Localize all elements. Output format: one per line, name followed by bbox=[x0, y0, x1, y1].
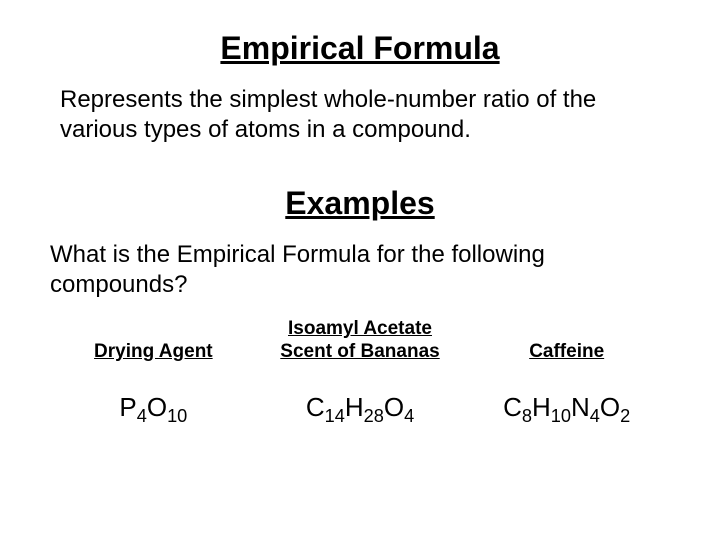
compound-formula: P4O10 bbox=[119, 392, 187, 427]
compound-label: Drying Agent bbox=[50, 318, 257, 364]
compound-formula: C8H10N4O2 bbox=[503, 392, 630, 427]
compound-label: Isoamyl Acetate Scent of Bananas bbox=[257, 318, 464, 364]
compound-col-0: Drying Agent P4O10 bbox=[50, 318, 257, 427]
compound-col-1: Isoamyl Acetate Scent of Bananas C14H28O… bbox=[257, 318, 464, 427]
page-title: Empirical Formula bbox=[50, 30, 670, 67]
definition-text: Represents the simplest whole-number rat… bbox=[50, 85, 670, 145]
compounds-row: Drying Agent P4O10 Isoamyl Acetate Scent… bbox=[50, 318, 670, 427]
question-text: What is the Empirical Formula for the fo… bbox=[50, 240, 670, 300]
compound-label: Caffeine bbox=[463, 318, 670, 364]
compound-formula: C14H28O4 bbox=[306, 392, 414, 427]
examples-heading: Examples bbox=[50, 185, 670, 222]
compound-col-2: Caffeine C8H10N4O2 bbox=[463, 318, 670, 427]
